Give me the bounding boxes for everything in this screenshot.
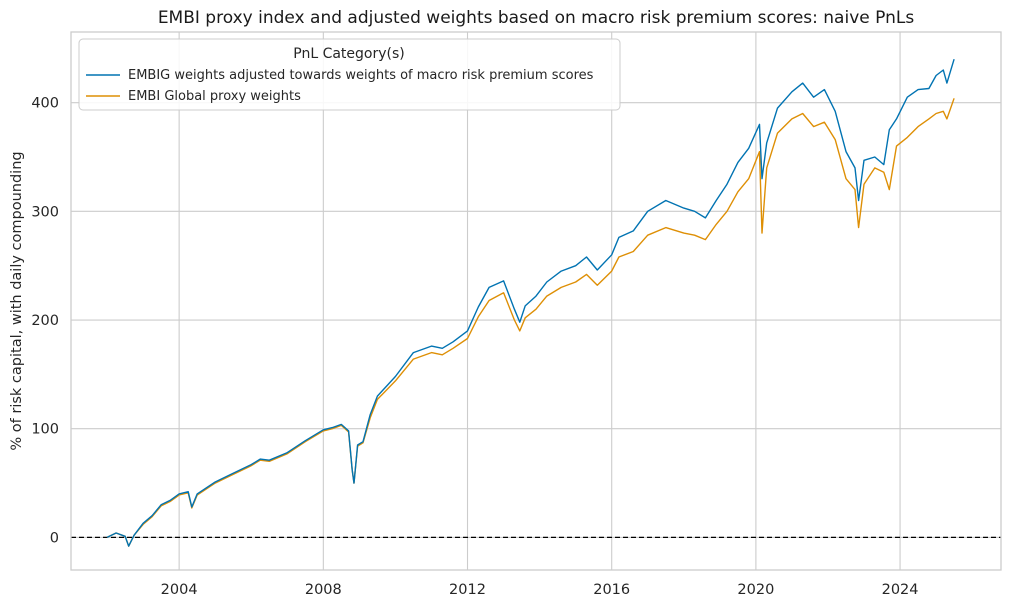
series-layer [106,58,955,547]
y-tick-label: 0 [50,530,59,546]
legend: PnL Category(s) EMBIG weights adjusted t… [78,38,621,111]
x-tick-label: 2016 [593,582,630,598]
legend-box [78,38,621,111]
plot-frame [70,31,1002,571]
x-tick-label: 2024 [882,582,919,598]
y-tick-label: 400 [31,96,59,112]
y-tick-label: 300 [31,204,59,220]
series-line-embig-adjusted [106,58,955,547]
x-tick-label: 2004 [161,582,198,598]
series-line-embi-global [106,98,955,547]
y-axis-label: % of risk capital, with daily compoundin… [9,151,25,450]
x-tick-label: 2008 [305,582,342,598]
x-tick-label: 2012 [449,582,486,598]
legend-label-embi-global: EMBI Global proxy weights [128,89,301,104]
legend-label-embig-adjusted: EMBIG weights adjusted towards weights o… [128,68,594,83]
y-tick-label: 200 [31,313,59,329]
x-tick-label: 2020 [737,582,774,598]
y-tick-label: 100 [31,422,59,438]
tick-label-layer: 2004 2008 2012 2016 2020 2024 0 100 200 300 400 [31,96,918,598]
chart-title: EMBI proxy index and adjusted weights ba… [158,8,915,28]
legend-title: PnL Category(s) [293,46,405,62]
